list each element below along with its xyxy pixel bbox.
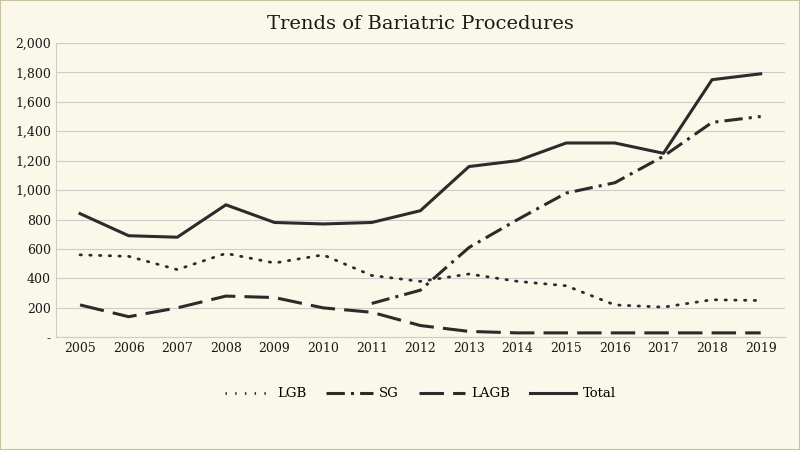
LGB <box>562 283 571 288</box>
Line: Total: Total <box>80 74 761 237</box>
LGB <box>658 304 668 310</box>
Title: Trends of Bariatric Procedures: Trends of Bariatric Procedures <box>267 15 574 33</box>
LAGB <box>75 302 85 308</box>
Total <box>756 71 766 76</box>
LGB <box>124 254 134 259</box>
Total <box>124 233 134 238</box>
LAGB <box>513 330 522 336</box>
Legend: LGB, SG, LAGB, Total: LGB, SG, LAGB, Total <box>219 382 622 406</box>
LGB <box>707 297 717 302</box>
Total <box>610 140 620 146</box>
Total <box>513 158 522 163</box>
Line: LGB: LGB <box>80 253 761 307</box>
SG <box>610 180 620 185</box>
LAGB <box>318 305 328 310</box>
LGB <box>318 252 328 257</box>
Total <box>562 140 571 146</box>
Total <box>318 221 328 227</box>
SG <box>513 217 522 222</box>
Total <box>658 151 668 156</box>
LGB <box>75 252 85 257</box>
LAGB <box>658 330 668 336</box>
SG <box>415 288 425 293</box>
Total <box>367 220 377 225</box>
LGB <box>270 260 279 265</box>
Total <box>75 211 85 216</box>
Total <box>464 164 474 169</box>
Line: SG: SG <box>372 117 761 303</box>
SG <box>756 114 766 119</box>
LAGB <box>367 310 377 315</box>
Total <box>173 234 182 240</box>
Total <box>221 202 230 207</box>
Line: LAGB: LAGB <box>80 296 761 333</box>
LGB <box>464 271 474 277</box>
LGB <box>415 279 425 284</box>
SG <box>562 190 571 196</box>
Total <box>707 77 717 82</box>
LAGB <box>124 314 134 319</box>
Total <box>270 220 279 225</box>
LAGB <box>562 330 571 336</box>
LAGB <box>756 330 766 336</box>
LGB <box>367 273 377 278</box>
LGB <box>221 251 230 256</box>
LGB <box>610 302 620 308</box>
Total <box>415 208 425 213</box>
LAGB <box>464 328 474 334</box>
LAGB <box>415 323 425 328</box>
LAGB <box>270 295 279 300</box>
SG <box>658 153 668 159</box>
LAGB <box>173 305 182 310</box>
LAGB <box>610 330 620 336</box>
SG <box>707 120 717 125</box>
LGB <box>513 279 522 284</box>
SG <box>367 301 377 306</box>
SG <box>464 245 474 250</box>
LGB <box>173 267 182 272</box>
LGB <box>756 298 766 303</box>
LAGB <box>221 293 230 299</box>
LAGB <box>707 330 717 336</box>
